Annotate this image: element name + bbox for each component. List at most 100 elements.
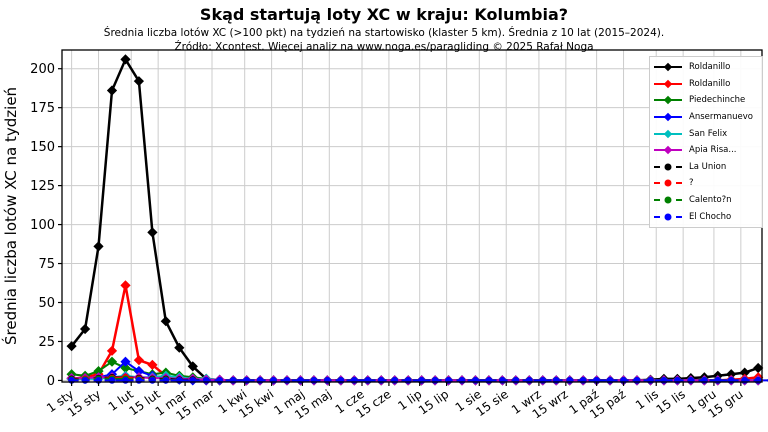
series-marker-circle xyxy=(727,377,735,384)
series-marker-circle xyxy=(135,377,143,384)
y-axis-tick-label: 175 xyxy=(30,101,55,116)
legend-label: Apia Risa... xyxy=(689,145,737,156)
y-axis-tick-label: 50 xyxy=(38,296,55,311)
series-marker-circle xyxy=(350,377,358,384)
legend-item: Roldanillo xyxy=(654,59,758,76)
legend-line-sample xyxy=(654,112,682,122)
series-marker-circle xyxy=(552,377,560,384)
legend-item: Roldanillo xyxy=(654,76,758,93)
series-marker-circle xyxy=(216,377,224,384)
series-marker-circle xyxy=(256,377,264,384)
series-marker-circle xyxy=(472,377,479,384)
legend-item: San Felix xyxy=(654,125,758,142)
x-axis-tick-label: 15 lis xyxy=(654,387,688,417)
legend-item: Calento?n xyxy=(654,192,758,209)
legend-diamond-marker-icon xyxy=(663,79,673,89)
series-marker-circle xyxy=(525,377,533,384)
series-marker-circle xyxy=(202,377,210,384)
legend-label: Calento?n xyxy=(689,195,732,206)
series-marker-circle xyxy=(674,377,681,384)
legend-line-sample xyxy=(654,79,682,89)
series-marker-circle xyxy=(189,377,197,384)
series-marker-circle xyxy=(687,377,695,384)
series-marker-circle xyxy=(175,377,183,384)
chart-title: Skąd startują loty XC w kraju: Kolumbia? xyxy=(199,5,569,24)
series-marker-circle xyxy=(754,377,762,384)
series-marker-circle xyxy=(364,377,372,384)
chart-legend: Roldanillo Roldanillo Piedechinche Anserman… xyxy=(649,56,763,228)
series-marker-circle xyxy=(485,377,493,384)
series-marker-circle xyxy=(700,377,708,384)
y-axis-label: Średnia liczba lotów XC na tydzień xyxy=(2,86,20,346)
y-axis-tick-label: 100 xyxy=(30,218,55,233)
legend-line-sample xyxy=(654,195,682,205)
legend-label: Roldanillo xyxy=(689,62,731,73)
legend-item: ? xyxy=(654,175,758,192)
legend-circle-marker-icon xyxy=(664,179,672,187)
legend-circle-marker-icon xyxy=(664,196,672,204)
series-line xyxy=(71,285,759,382)
series-marker-circle xyxy=(647,377,654,384)
legend-circle-marker-icon xyxy=(664,163,672,171)
series-marker-circle xyxy=(391,377,399,384)
series-marker-circle xyxy=(512,377,520,384)
series-marker-circle xyxy=(229,377,237,384)
series-marker-circle xyxy=(108,377,116,384)
legend-diamond-marker-icon xyxy=(663,63,673,72)
legend-label: El Chocho xyxy=(689,211,732,222)
legend-diamond-marker-icon xyxy=(663,112,673,122)
series-marker-circle xyxy=(499,377,506,384)
series-marker-circle xyxy=(633,377,641,384)
y-axis-tick-label: 125 xyxy=(30,179,55,194)
legend-item: La Union xyxy=(654,159,758,176)
legend-item: Piedechinche xyxy=(654,92,758,109)
y-axis-tick-label: 25 xyxy=(38,335,55,350)
series-marker-circle xyxy=(377,377,385,384)
y-axis-tick-label: 150 xyxy=(30,140,55,155)
series-marker-circle xyxy=(162,377,170,384)
legend-label: Piedechinche xyxy=(689,95,746,106)
legend-line-sample xyxy=(654,212,682,222)
series-marker-circle xyxy=(404,377,412,384)
legend-label: Ansermanuevo xyxy=(689,112,753,123)
legend-line-sample xyxy=(654,162,682,172)
series-marker-circle xyxy=(714,377,722,384)
legend-diamond-marker-icon xyxy=(663,96,673,105)
legend-line-sample xyxy=(654,62,682,72)
series-marker-circle xyxy=(81,377,89,384)
legend-label: La Union xyxy=(689,161,727,172)
legend-circle-marker-icon xyxy=(664,213,672,221)
series-marker-circle xyxy=(660,377,668,384)
series-marker-circle xyxy=(310,377,318,384)
legend-line-sample xyxy=(654,178,682,188)
series-marker-circle xyxy=(579,377,587,384)
chart-source-line: Źródło: Xcontest. Więcej analiz na www.n… xyxy=(174,41,594,53)
legend-label: ? xyxy=(689,178,694,189)
series-marker-circle xyxy=(337,377,345,384)
legend-line-sample xyxy=(654,95,682,105)
legend-label: Roldanillo xyxy=(689,78,731,89)
legend-item: Ansermanuevo xyxy=(654,109,758,126)
chart-subtitle: Średnia liczba lotów XC (>100 pkt) na ty… xyxy=(103,27,665,39)
series-marker-circle xyxy=(539,377,547,384)
y-axis-tick-label: 200 xyxy=(30,62,55,77)
x-axis-tick-label: 15 lip xyxy=(416,387,451,418)
series-marker-circle xyxy=(431,377,439,384)
legend-label: San Felix xyxy=(689,128,728,139)
series-marker-circle xyxy=(741,377,749,384)
series-marker-circle xyxy=(606,377,614,384)
series-marker-circle xyxy=(122,377,129,384)
y-axis-tick-label: 0 xyxy=(47,374,55,389)
series-marker-circle xyxy=(149,377,156,384)
series-marker-circle xyxy=(283,377,291,384)
legend-item: Apia Risa... xyxy=(654,142,758,159)
series-marker-circle xyxy=(566,377,574,384)
y-axis-tick-label: 75 xyxy=(38,257,55,272)
series-marker-circle xyxy=(458,377,466,384)
legend-diamond-marker-icon xyxy=(663,146,673,155)
legend-line-sample xyxy=(654,145,682,155)
legend-item: El Chocho xyxy=(654,208,758,225)
legend-diamond-marker-icon xyxy=(663,129,673,138)
legend-line-sample xyxy=(654,129,682,139)
